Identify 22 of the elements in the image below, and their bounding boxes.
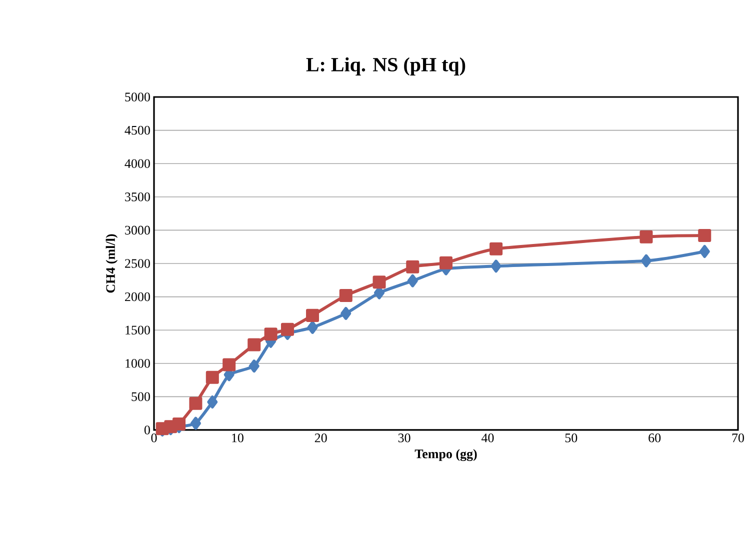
y-axis-title: CH4 (ml/l)	[106, 234, 118, 293]
x-tick-label: 60	[648, 434, 661, 442]
y-tick-label: 3500	[125, 192, 150, 202]
x-tick-label: 20	[314, 434, 327, 442]
y-tick-label: 2500	[125, 259, 150, 268]
y-tick-label: 0	[144, 426, 150, 434]
x-tick-label: 40	[481, 434, 494, 442]
x-tick-label: 50	[565, 434, 578, 442]
x-axis-title: Tempo (gg)	[414, 449, 477, 462]
x-tick-label: 30	[398, 434, 410, 442]
x-tick-label: 70	[732, 434, 744, 442]
y-tick-label: 500	[132, 392, 150, 402]
y-tick-label: 5000	[125, 92, 150, 102]
y-tick-label: 4000	[124, 159, 150, 168]
chart-title: L: Liq. NS (pH tq)	[306, 57, 466, 76]
x-tick-label: 10	[232, 434, 244, 442]
y-tick-label: 2000	[125, 292, 150, 302]
y-tick-label: 1500	[126, 326, 150, 334]
y-tick-label: 4500	[124, 126, 150, 135]
y-tick-label: 3000	[125, 226, 150, 235]
y-tick-label: 1000	[126, 359, 150, 368]
x-tick-label: 0	[151, 434, 157, 442]
